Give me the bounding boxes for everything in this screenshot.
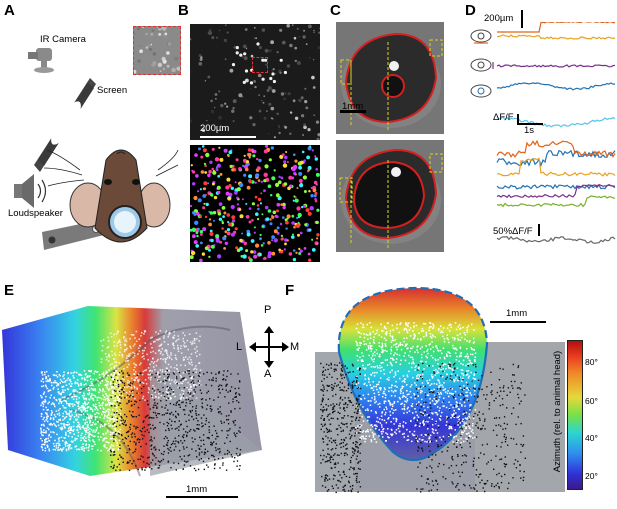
- d-time-label: 1s: [524, 125, 535, 136]
- d-50-label: 50%ΔF/F: [493, 226, 533, 237]
- e-scale-bar: [166, 496, 238, 498]
- eye-top-graphic: [336, 22, 444, 134]
- c-scale-label: 1mm: [342, 101, 364, 112]
- ir-camera-icon: [28, 48, 54, 73]
- ir-camera-label: IR Camera: [40, 34, 86, 45]
- colorbar-tick-20: 20°: [585, 471, 598, 481]
- compass-m: M: [290, 341, 300, 353]
- b-scale-label: 200µm: [200, 123, 230, 134]
- zoom-inset-texture: [132, 25, 181, 74]
- d-dff-bar: [517, 114, 519, 124]
- d-dff-label: ΔF/F: [493, 112, 514, 123]
- eye-movement-icon: [470, 29, 492, 44]
- colorbar: [567, 340, 583, 490]
- cell-map-texture: [189, 144, 320, 263]
- panel-letter-a: A: [4, 2, 15, 19]
- colorbar-label: Azimuth (rel. to animal head): [552, 350, 564, 473]
- map-f-graphic: [315, 286, 565, 494]
- loudspeaker-label: Loudspeaker: [8, 208, 63, 219]
- d-scale-pos-label: 200µm: [484, 13, 514, 24]
- loudspeaker-icon: [14, 174, 47, 208]
- screen-label: Screen: [97, 85, 128, 96]
- eye-vertical-icon: [470, 58, 494, 72]
- panel-letter-b: B: [178, 2, 189, 19]
- screen-icon: [34, 78, 96, 172]
- compass-a: A: [264, 368, 272, 380]
- b-scale-bar: [200, 136, 256, 138]
- colorbar-tick-40: 40°: [585, 433, 598, 443]
- eye-bottom-graphic: [336, 140, 444, 252]
- compass-p: P: [264, 304, 272, 316]
- pupil-size-icon: [470, 84, 492, 98]
- f-scale-label: 1mm: [506, 308, 528, 319]
- e-scale-label: 1mm: [186, 484, 208, 495]
- compass-l: L: [236, 341, 243, 353]
- panel-letter-c: C: [330, 2, 341, 19]
- colorbar-tick-60: 60°: [585, 396, 598, 406]
- cell-map-image: [189, 144, 320, 263]
- two-photon-texture: [188, 23, 321, 141]
- roi-crop-box: [252, 57, 268, 73]
- traces-plot: [470, 22, 616, 244]
- retinotopic-map-e: [0, 300, 270, 480]
- retinotopic-map-f: [315, 282, 565, 500]
- eye-image-bottom: [336, 140, 444, 252]
- d-time-bar: [517, 123, 543, 125]
- orientation-compass-icon: [249, 326, 289, 368]
- f-scale-bar: [490, 321, 546, 323]
- d-scale-pos-bar: [521, 10, 523, 28]
- zoom-inset: [132, 25, 181, 75]
- panel-letter-d: D: [465, 2, 476, 19]
- mouse-head-icon: [43, 149, 179, 243]
- panel-letter-f: F: [285, 282, 295, 299]
- map-e-graphic: [2, 306, 262, 477]
- two-photon-image: [188, 23, 321, 141]
- d-50-bar: [538, 224, 540, 236]
- panel-letter-e: E: [4, 282, 15, 299]
- setup-illustration: [14, 48, 179, 250]
- colorbar-tick-80: 80°: [585, 357, 598, 367]
- eye-image-top: [336, 22, 444, 134]
